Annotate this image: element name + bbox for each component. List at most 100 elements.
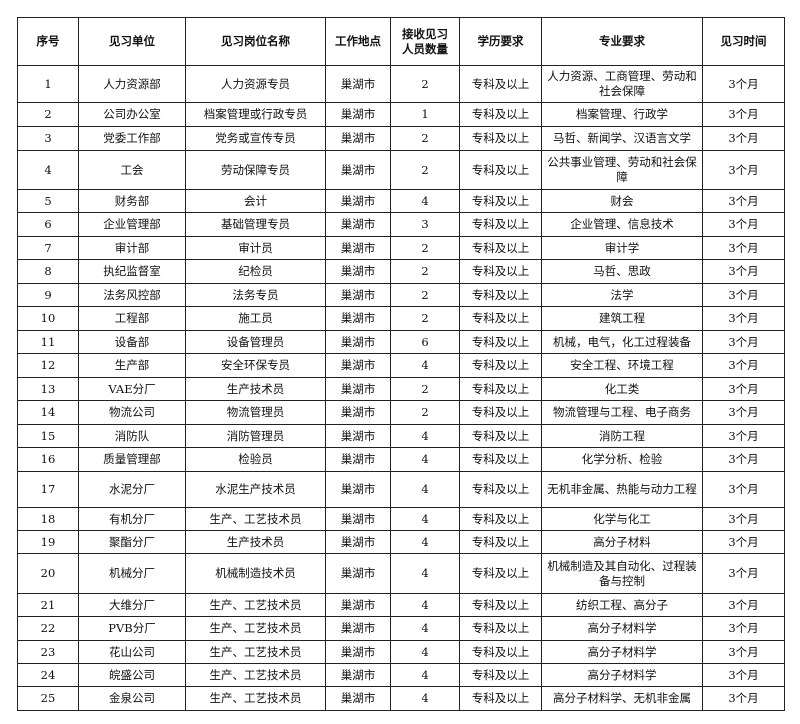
header-education: 学历要求 [459, 17, 542, 66]
cell-headcount: 4 [390, 447, 460, 472]
cell-location: 巢湖市 [325, 424, 391, 448]
cell-location: 巢湖市 [325, 640, 391, 664]
cell-position: 劳动保障专员 [185, 150, 326, 190]
cell-education: 专科及以上 [459, 553, 542, 594]
cell-position: 水泥生产技术员 [185, 471, 326, 508]
table-row: 11 设备部 设备管理员 巢湖市 6 专科及以上 机械，电气，化工过程装备 3个月 [17, 330, 785, 354]
table-row: 14 物流公司 物流管理员 巢湖市 2 专科及以上 物流管理与工程、电子商务 3个月 [17, 400, 785, 425]
cell-headcount: 1 [390, 102, 460, 127]
cell-headcount: 4 [390, 640, 460, 664]
cell-unit: 人力资源部 [78, 65, 186, 103]
cell-unit: 水泥分厂 [78, 471, 186, 508]
table-row: 23 花山公司 生产、工艺技术员 巢湖市 4 专科及以上 高分子材料学 3个月 [17, 640, 785, 664]
table-row: 4 工会 劳动保障专员 巢湖市 2 专科及以上 公共事业管理、劳动和社会保障 3个月 [17, 150, 785, 190]
cell-headcount: 2 [390, 65, 460, 103]
cell-position: 法务专员 [185, 283, 326, 307]
cell-unit: 消防队 [78, 424, 186, 448]
cell-major: 建筑工程 [541, 306, 703, 331]
header-duration: 见习时间 [702, 17, 785, 66]
cell-major: 物流管理与工程、电子商务 [541, 400, 703, 425]
table-row: 3 党委工作部 党务或宣传专员 巢湖市 2 专科及以上 马哲、新闻学、汉语言文学 3个月 [17, 126, 785, 151]
cell-position: 机械制造技术员 [185, 553, 326, 594]
cell-seq: 7 [17, 236, 79, 260]
table-row: 10 工程部 施工员 巢湖市 2 专科及以上 建筑工程 3个月 [17, 306, 785, 331]
cell-seq: 6 [17, 212, 79, 237]
table-row: 2 公司办公室 档案管理或行政专员 巢湖市 1 专科及以上 档案管理、行政学 3个月 [17, 102, 785, 127]
table-row: 8 执纪监督室 纪检员 巢湖市 2 专科及以上 马哲、思政 3个月 [17, 259, 785, 284]
cell-headcount: 3 [390, 212, 460, 237]
internship-positions-table: 序号 见习单位 见习岗位名称 工作地点 接收见习人员数量 学历要求 专业要求 见习时间 1 人力… [17, 17, 785, 711]
cell-position: 物流管理员 [185, 400, 326, 425]
cell-duration: 3个月 [702, 259, 785, 284]
cell-position: 生产、工艺技术员 [185, 686, 326, 711]
cell-education: 专科及以上 [459, 283, 542, 307]
cell-education: 专科及以上 [459, 236, 542, 260]
cell-major: 马哲、思政 [541, 259, 703, 284]
cell-seq: 9 [17, 283, 79, 307]
cell-major: 人力资源、工商管理、劳动和社会保障 [541, 65, 703, 103]
cell-position: 安全环保专员 [185, 353, 326, 378]
cell-duration: 3个月 [702, 377, 785, 401]
cell-unit: 公司办公室 [78, 102, 186, 127]
cell-unit: 设备部 [78, 330, 186, 354]
cell-major: 高分子材料学 [541, 640, 703, 664]
cell-major: 化学分析、检验 [541, 447, 703, 472]
cell-unit: 物流公司 [78, 400, 186, 425]
cell-location: 巢湖市 [325, 306, 391, 331]
cell-education: 专科及以上 [459, 353, 542, 378]
cell-education: 专科及以上 [459, 507, 542, 531]
cell-location: 巢湖市 [325, 189, 391, 213]
cell-duration: 3个月 [702, 593, 785, 617]
table-row: 25 金泉公司 生产、工艺技术员 巢湖市 4 专科及以上 高分子材料学、无机非金属 3个月 [17, 686, 785, 711]
cell-duration: 3个月 [702, 102, 785, 127]
cell-unit: 党委工作部 [78, 126, 186, 151]
cell-location: 巢湖市 [325, 663, 391, 687]
cell-unit: 花山公司 [78, 640, 186, 664]
cell-location: 巢湖市 [325, 353, 391, 378]
cell-education: 专科及以上 [459, 65, 542, 103]
table-row: 1 人力资源部 人力资源专员 巢湖市 2 专科及以上 人力资源、工商管理、劳动和社会保障 3个… [17, 65, 785, 103]
cell-headcount: 2 [390, 400, 460, 425]
cell-duration: 3个月 [702, 447, 785, 472]
cell-position: 生产、工艺技术员 [185, 616, 326, 641]
cell-duration: 3个月 [702, 189, 785, 213]
cell-location: 巢湖市 [325, 126, 391, 151]
table-row: 5 财务部 会计 巢湖市 4 专科及以上 财会 3个月 [17, 189, 785, 213]
cell-headcount: 2 [390, 283, 460, 307]
cell-major: 高分子材料学 [541, 616, 703, 641]
cell-education: 专科及以上 [459, 471, 542, 508]
cell-seq: 16 [17, 447, 79, 472]
cell-major: 化学与化工 [541, 507, 703, 531]
cell-location: 巢湖市 [325, 65, 391, 103]
header-location: 工作地点 [325, 17, 391, 66]
header-headcount: 接收见习人员数量 [390, 17, 460, 66]
cell-education: 专科及以上 [459, 400, 542, 425]
cell-position: 档案管理或行政专员 [185, 102, 326, 127]
cell-position: 党务或宣传专员 [185, 126, 326, 151]
cell-seq: 19 [17, 530, 79, 554]
header-major: 专业要求 [541, 17, 703, 66]
cell-headcount: 2 [390, 306, 460, 331]
table-row: 12 生产部 安全环保专员 巢湖市 4 专科及以上 安全工程、环境工程 3个月 [17, 353, 785, 378]
cell-location: 巢湖市 [325, 447, 391, 472]
cell-major: 机械制造及其自动化、过程装备与控制 [541, 553, 703, 594]
cell-unit: 皖盛公司 [78, 663, 186, 687]
cell-position: 人力资源专员 [185, 65, 326, 103]
cell-education: 专科及以上 [459, 530, 542, 554]
cell-education: 专科及以上 [459, 259, 542, 284]
cell-education: 专科及以上 [459, 686, 542, 711]
cell-major: 安全工程、环境工程 [541, 353, 703, 378]
cell-location: 巢湖市 [325, 236, 391, 260]
header-row: 序号 见习单位 见习岗位名称 工作地点 接收见习人员数量 学历要求 专业要求 见习时间 [17, 17, 785, 66]
cell-seq: 1 [17, 65, 79, 103]
cell-headcount: 4 [390, 471, 460, 508]
cell-seq: 25 [17, 686, 79, 711]
cell-duration: 3个月 [702, 686, 785, 711]
cell-seq: 14 [17, 400, 79, 425]
cell-duration: 3个月 [702, 212, 785, 237]
cell-position: 生产技术员 [185, 377, 326, 401]
table-row: 16 质量管理部 检验员 巢湖市 4 专科及以上 化学分析、检验 3个月 [17, 447, 785, 472]
cell-unit: 工会 [78, 150, 186, 190]
cell-location: 巢湖市 [325, 686, 391, 711]
cell-location: 巢湖市 [325, 530, 391, 554]
